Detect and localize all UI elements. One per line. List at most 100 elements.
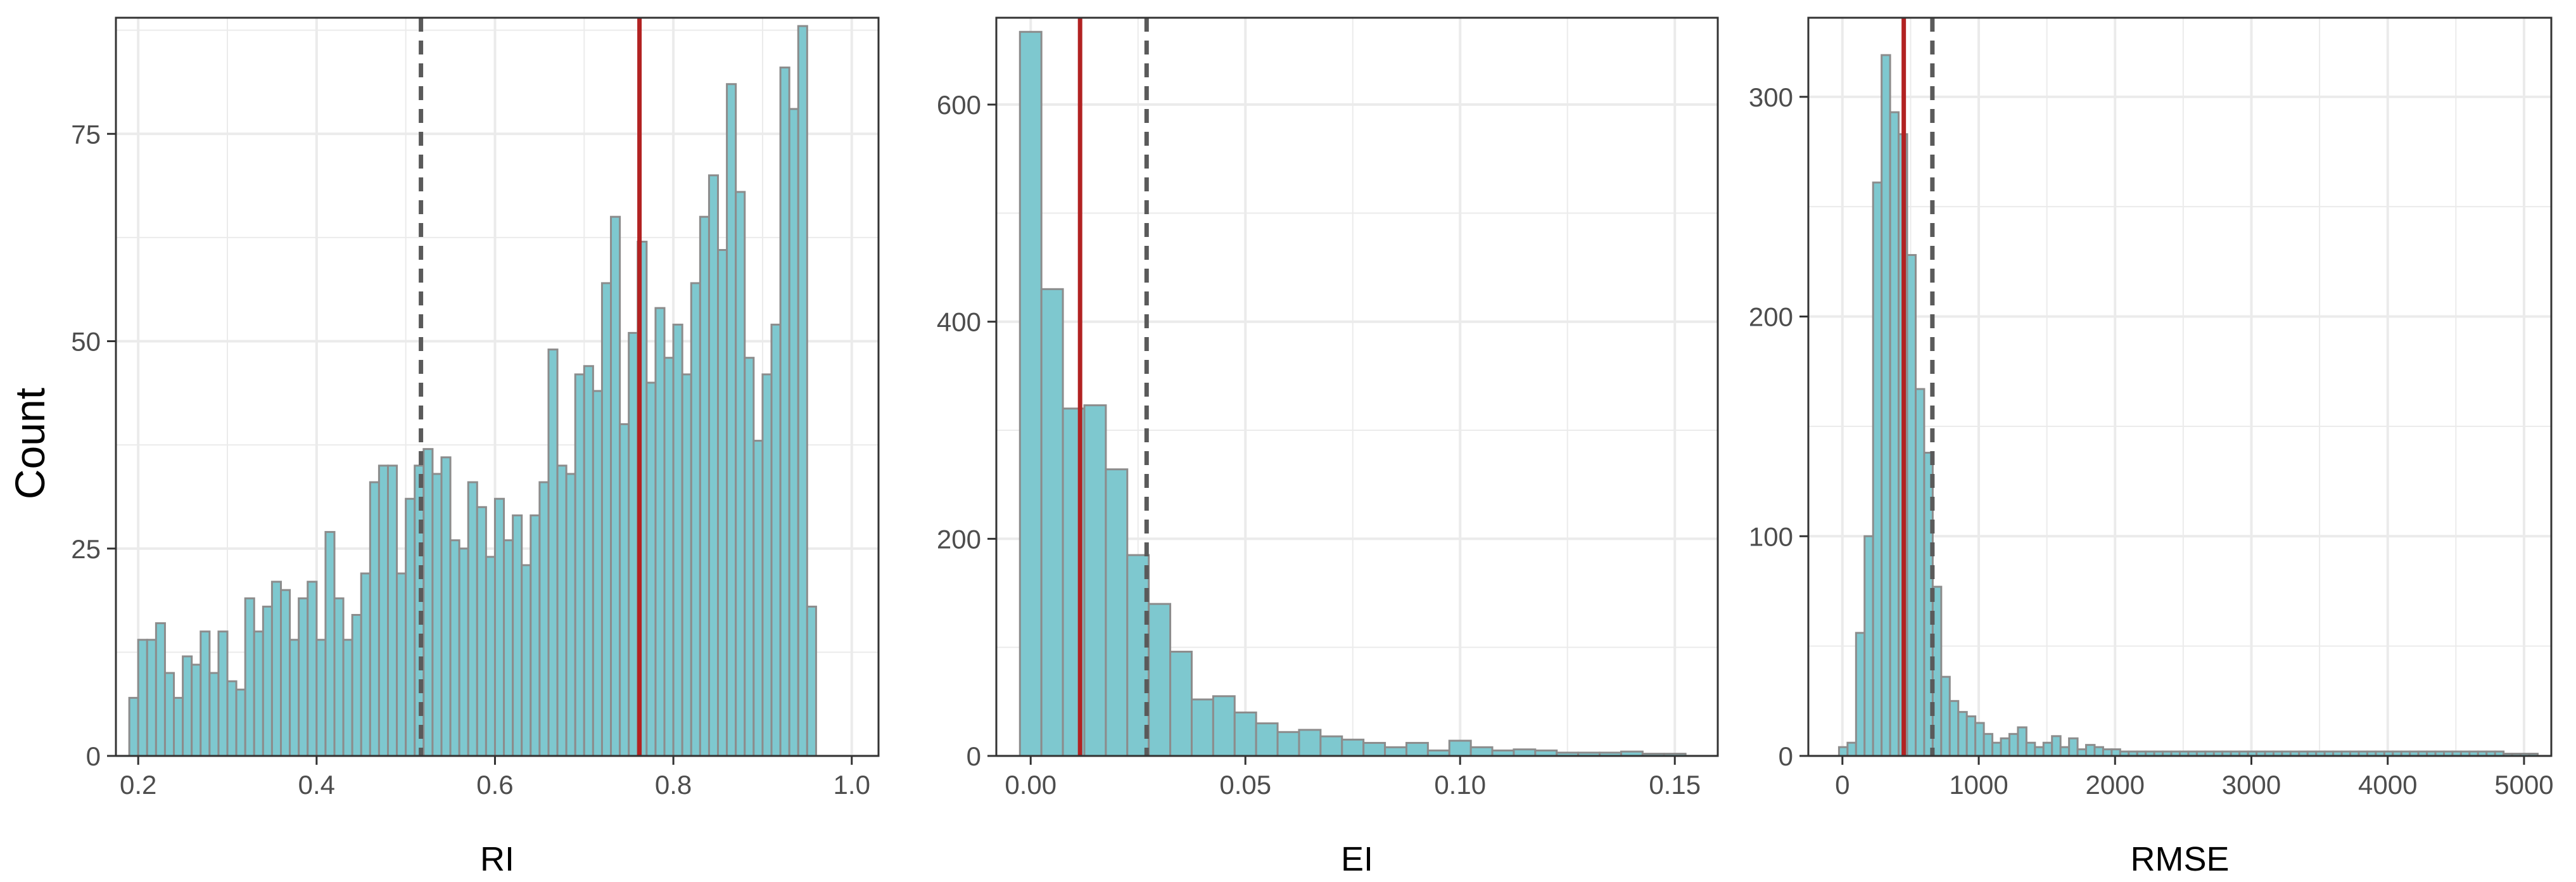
histogram-bar — [600, 282, 612, 757]
histogram-bar — [592, 390, 603, 757]
histogram-bar — [360, 572, 371, 757]
histogram-bar — [226, 680, 238, 757]
histogram-bar — [1040, 288, 1064, 757]
histogram-bar — [1513, 748, 1537, 757]
histogram-bar — [530, 514, 541, 757]
y-tick-label: 200 — [937, 524, 981, 554]
x-axis-title-ri: RI — [480, 840, 514, 878]
histogram-bar — [1298, 729, 1322, 757]
x-tick-label: 0.00 — [1005, 770, 1056, 800]
histogram-bar — [280, 589, 291, 757]
x-tick-label: 1000 — [1949, 770, 2008, 800]
histogram-bar — [467, 481, 478, 757]
x-tick-label: 1.0 — [834, 770, 870, 800]
histogram-bar — [1362, 741, 1386, 757]
histogram-bar — [182, 655, 193, 757]
histogram-bar — [1448, 739, 1472, 757]
histogram-bar — [2017, 726, 2027, 757]
histogram-bar — [217, 630, 229, 757]
histogram-bar — [493, 497, 505, 757]
histogram-bar — [538, 481, 550, 757]
histogram-bar — [386, 464, 398, 757]
y-axis-title: Count — [6, 388, 53, 499]
x-tick-label: 0.05 — [1219, 770, 1271, 800]
histogram-bar — [770, 323, 782, 757]
histogram-bar — [1233, 711, 1257, 757]
x-tick-label: 3000 — [2222, 770, 2281, 800]
histogram-bar — [1384, 746, 1407, 757]
histogram-bar — [512, 514, 523, 757]
histogram-bar — [2025, 741, 2036, 757]
y-tick-label: 0 — [1779, 741, 1793, 771]
histogram-bar — [1974, 722, 1985, 757]
histogram-bar — [2093, 746, 2104, 757]
x-tick-label: 0.8 — [655, 770, 692, 800]
x-axis-title-rmse: RMSE — [2130, 840, 2229, 878]
histogram-bar — [2110, 748, 2121, 757]
histogram-bar — [681, 373, 692, 757]
panel-ri: 0.2 0.4 0.6 0.8 1.0 0 25 50 75 RI — [71, 16, 880, 878]
histogram-bar — [351, 613, 362, 757]
histogram-bar — [369, 481, 380, 757]
histogram-bar — [155, 622, 166, 757]
histogram-bar — [574, 373, 585, 757]
histogram-bar — [690, 282, 701, 757]
y-tick-label: 25 — [71, 534, 101, 564]
histogram-bar — [788, 108, 799, 757]
histogram-bar — [431, 473, 443, 757]
histogram-bar — [1940, 675, 1951, 757]
histogram-bar — [726, 83, 737, 757]
histogram-bar — [735, 191, 746, 757]
histogram-bar — [797, 25, 808, 757]
histogram-bar — [654, 307, 666, 757]
histogram-bar — [298, 597, 309, 757]
histogram-bar — [2042, 741, 2053, 757]
histogram-bar — [458, 547, 469, 757]
histogram-bar — [628, 331, 639, 757]
histogram-bar — [146, 639, 157, 757]
histogram-bar — [1255, 722, 1279, 757]
histogram-bar — [1872, 181, 1883, 757]
histogram-bar — [1018, 30, 1043, 757]
histogram-bar — [2085, 744, 2096, 757]
histogram-bar — [378, 464, 389, 757]
histogram-bar — [699, 215, 710, 757]
x-tick-label: 0.4 — [298, 770, 335, 800]
histogram-bar — [449, 539, 460, 757]
x-tick-label: 0.2 — [120, 770, 156, 800]
x-tick-label: 2000 — [2086, 770, 2145, 800]
histogram-bar — [163, 672, 175, 757]
histogram-bar — [315, 639, 327, 757]
histogram-bar — [1991, 741, 2002, 757]
histogram-bar — [752, 440, 764, 757]
histogram-bar — [1855, 632, 1866, 757]
histogram-bar — [485, 556, 496, 757]
histogram-bar — [1276, 731, 1300, 757]
histogram-bar — [128, 696, 139, 757]
histogram-bar — [1983, 732, 1994, 757]
histogram-bar — [1837, 746, 1849, 757]
histogram-bar — [503, 539, 514, 757]
histogram-bar — [645, 381, 657, 757]
histogram-bar — [1105, 468, 1129, 757]
histogram-bar — [1469, 746, 1494, 757]
x-tick-label: 5000 — [2494, 770, 2553, 800]
histogram-bar — [556, 464, 568, 757]
histogram-bar — [235, 688, 246, 757]
histogram-bar — [521, 564, 532, 757]
histogram-bar — [2076, 748, 2088, 757]
y-tick-label: 400 — [937, 307, 981, 337]
histogram-bar — [1863, 535, 1874, 757]
histogram-bar — [2068, 737, 2079, 757]
histogram-bar — [1957, 711, 1968, 757]
histogram-bar — [253, 630, 264, 757]
histogram-bar — [2000, 737, 2010, 757]
x-tick-label: 0.15 — [1649, 770, 1701, 800]
y-tick-label: 200 — [1749, 302, 1793, 332]
histogram-bar — [1889, 111, 1900, 757]
histogram-bar — [137, 639, 148, 757]
histogram-bar — [208, 672, 220, 757]
histogram-bar — [307, 580, 318, 757]
y-tick-label: 0 — [86, 741, 101, 771]
